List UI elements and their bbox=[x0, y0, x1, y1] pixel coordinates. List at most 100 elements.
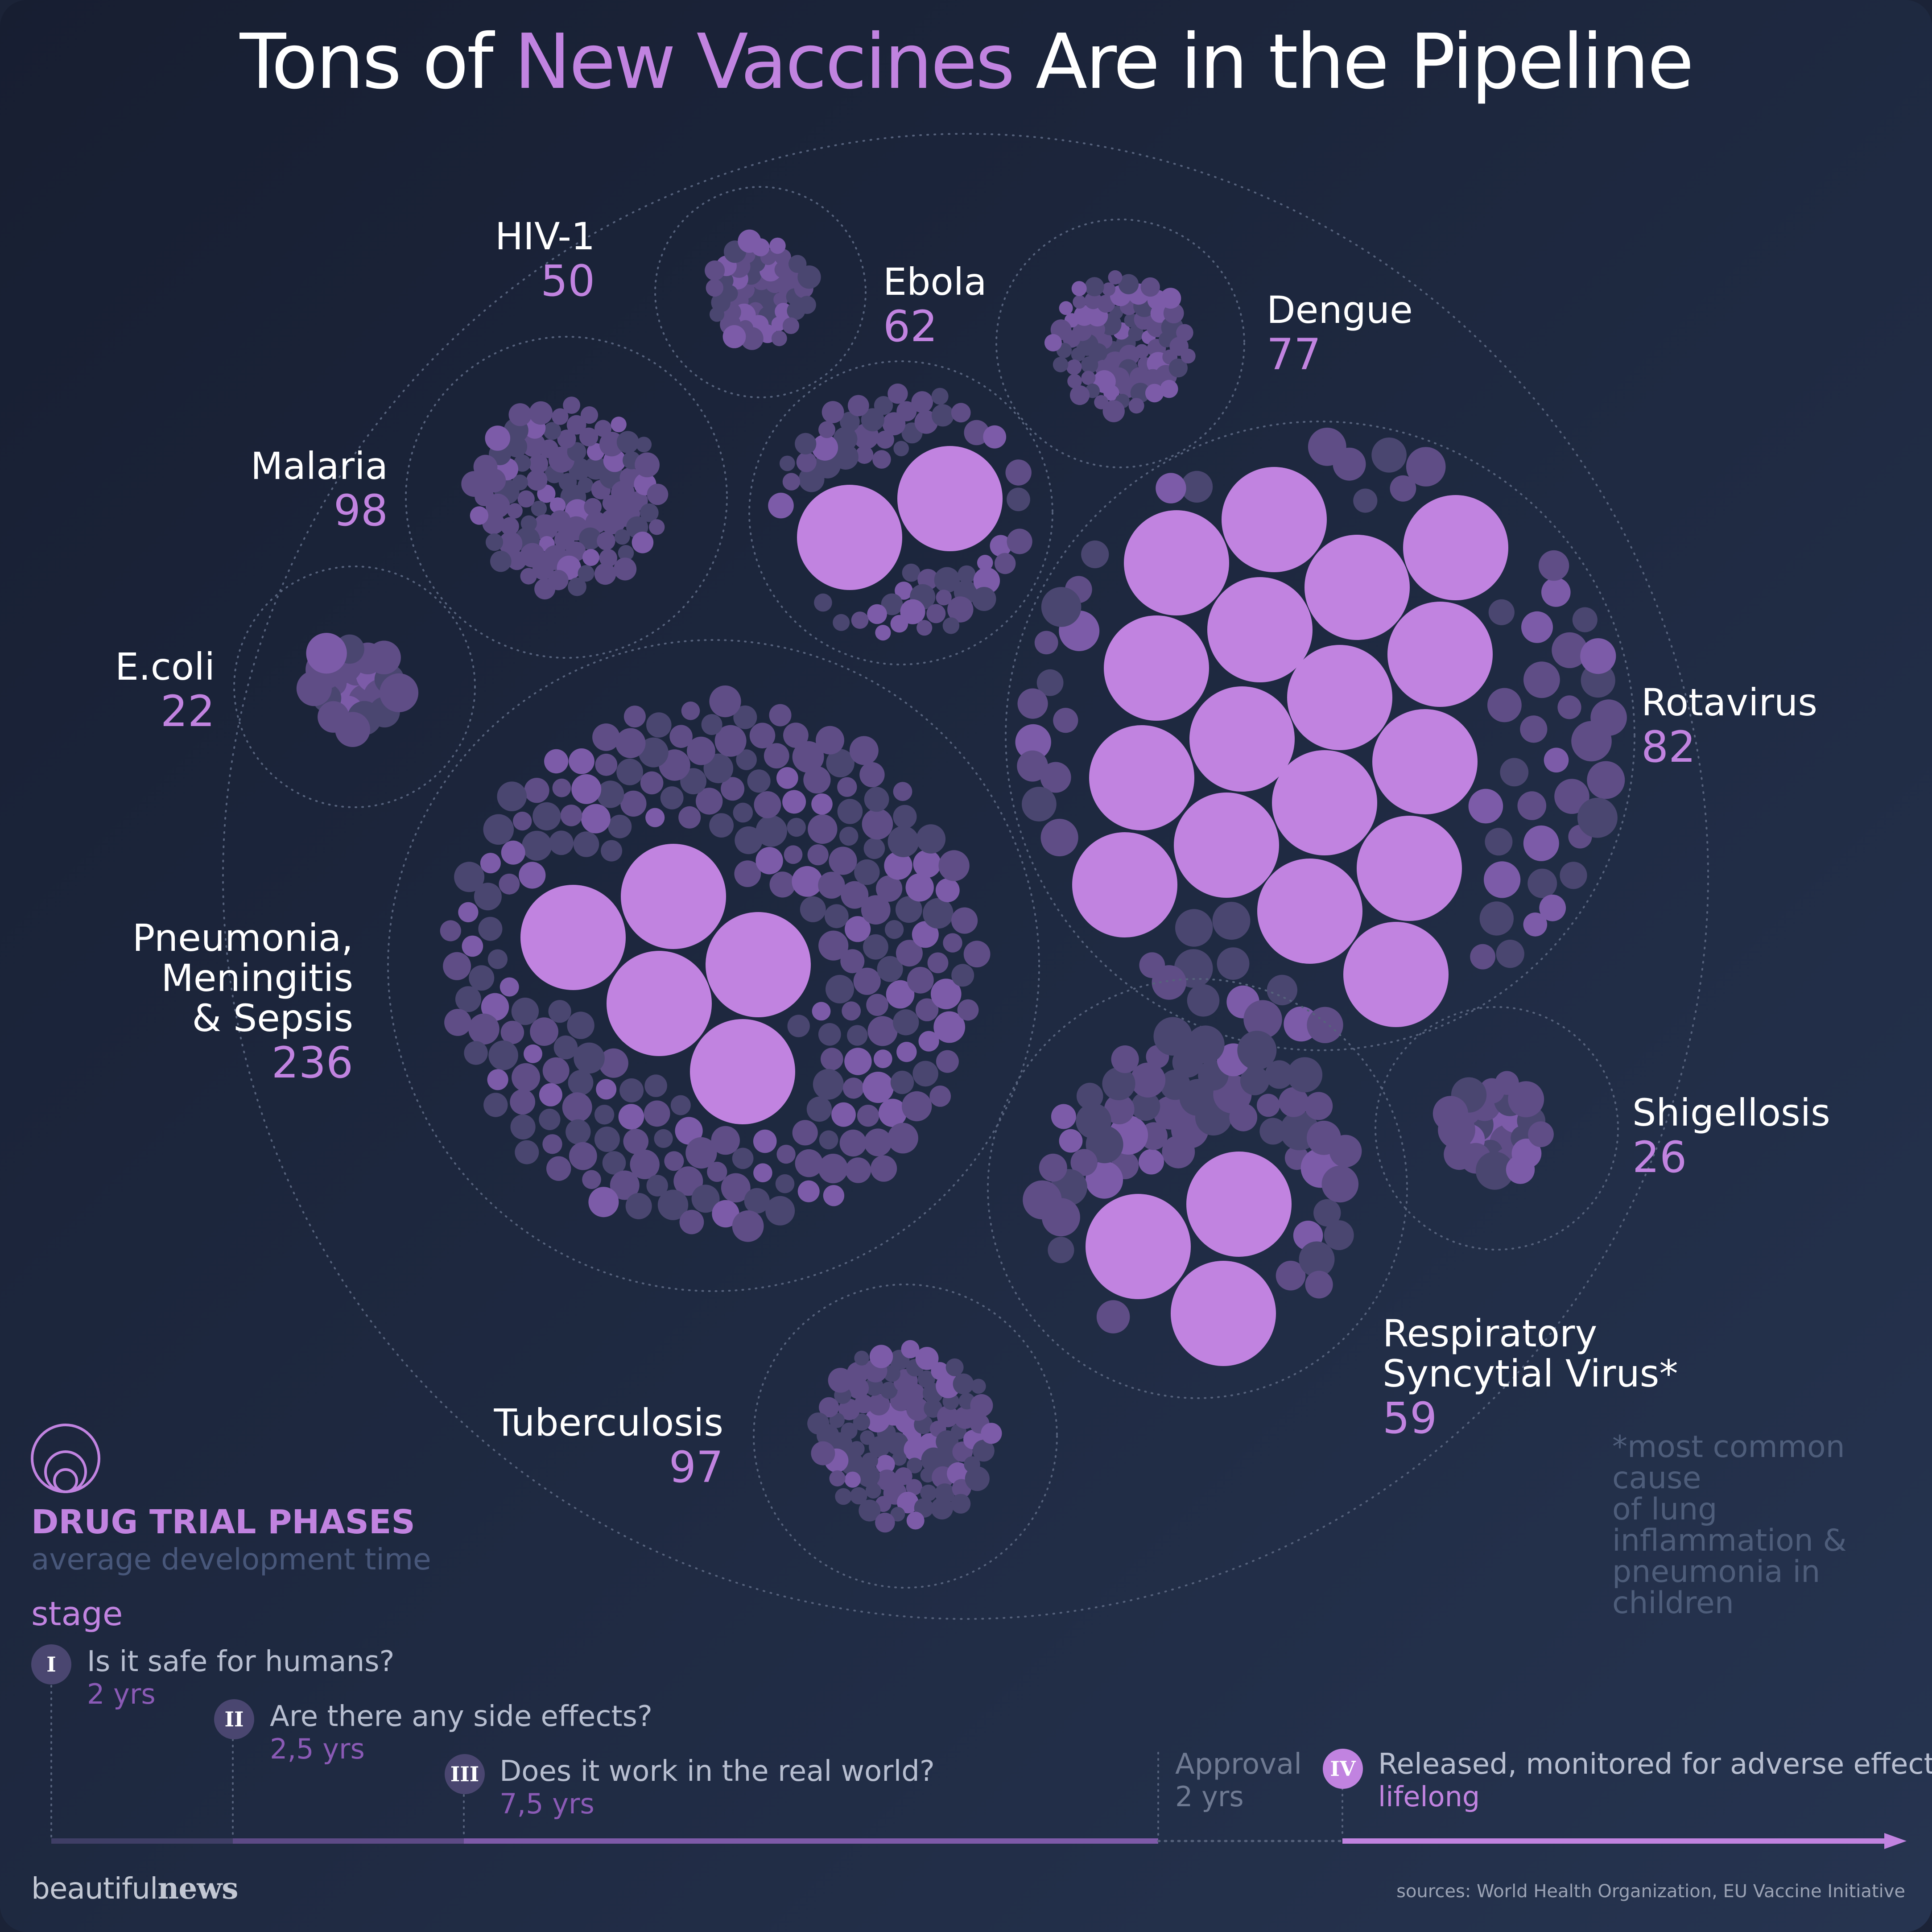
vaccine-dot bbox=[558, 473, 577, 491]
vaccine-dot bbox=[769, 237, 786, 254]
vaccine-dot bbox=[510, 1089, 536, 1115]
vaccine-dot bbox=[1041, 587, 1082, 627]
advanced-vaccine-dot bbox=[1403, 495, 1508, 600]
cluster-boundary bbox=[987, 978, 1408, 1399]
vaccine-dot bbox=[1488, 599, 1515, 625]
vaccine-dot bbox=[854, 1350, 869, 1366]
vaccine-dot bbox=[819, 1130, 838, 1150]
vaccine-dot bbox=[578, 477, 594, 493]
vaccine-dot bbox=[1265, 1060, 1294, 1089]
vaccine-dot bbox=[755, 815, 787, 847]
vaccine-dot bbox=[623, 1129, 649, 1154]
vaccine-dot bbox=[866, 994, 888, 1016]
phase-4: Released, monitored for adverse effects … bbox=[1378, 1748, 1932, 1813]
vaccine-dot bbox=[888, 826, 919, 858]
vaccine-dot bbox=[1108, 270, 1123, 285]
vaccine-dot bbox=[1237, 1031, 1277, 1070]
vaccine-dot bbox=[490, 550, 512, 572]
vaccine-dot bbox=[851, 611, 869, 629]
vaccine-dot bbox=[1156, 473, 1186, 504]
vaccine-dot bbox=[1066, 359, 1082, 375]
vaccine-dot bbox=[813, 1069, 844, 1100]
vaccine-dot bbox=[524, 778, 549, 803]
vaccine-dot bbox=[1432, 1096, 1468, 1131]
vaccine-dot bbox=[845, 916, 871, 942]
vaccine-dot bbox=[1541, 578, 1571, 607]
vaccine-dot bbox=[592, 723, 620, 751]
vaccine-dot bbox=[618, 545, 634, 561]
vaccine-dot bbox=[548, 1000, 571, 1023]
vaccine-dot bbox=[1053, 357, 1069, 372]
vaccine-dot bbox=[811, 1441, 835, 1466]
vaccine-dot bbox=[1153, 1017, 1193, 1056]
vaccine-dot bbox=[973, 1440, 995, 1462]
vaccine-dot bbox=[902, 1091, 932, 1122]
vaccine-dot bbox=[796, 452, 817, 472]
vaccine-dot bbox=[1527, 868, 1557, 898]
vaccine-dot bbox=[829, 846, 857, 875]
vaccine-dot bbox=[875, 625, 891, 641]
vaccine-dot bbox=[893, 805, 917, 829]
vaccine-dot bbox=[826, 974, 854, 1003]
vaccine-dot bbox=[826, 749, 855, 777]
vaccine-dot bbox=[1577, 797, 1618, 838]
vaccine-dot bbox=[918, 1031, 939, 1052]
vaccine-dot bbox=[573, 831, 599, 857]
vaccine-dot bbox=[1073, 295, 1086, 309]
vaccine-dot bbox=[876, 875, 903, 902]
vaccine-dot bbox=[880, 1382, 898, 1399]
vaccine-dot bbox=[1276, 1260, 1306, 1291]
vaccine-dot bbox=[895, 582, 913, 600]
cluster-shigellosis bbox=[1375, 1006, 1619, 1251]
vaccine-dot bbox=[771, 317, 786, 331]
vaccine-dot bbox=[819, 1397, 839, 1418]
vaccine-dot bbox=[983, 425, 1007, 449]
vaccine-dot bbox=[487, 1069, 508, 1090]
vaccine-dot bbox=[1044, 334, 1062, 351]
vaccine-dot bbox=[787, 817, 806, 837]
advanced-vaccine-dot bbox=[797, 485, 902, 590]
vaccine-dot bbox=[1528, 1121, 1554, 1148]
cluster-ebola bbox=[748, 360, 1053, 665]
vaccine-dot bbox=[526, 470, 548, 491]
label-shigellosis: Shigellosis 26 bbox=[1632, 1091, 1830, 1182]
vaccine-dot bbox=[847, 395, 869, 417]
vaccine-dot bbox=[594, 1105, 615, 1125]
vaccine-dot bbox=[595, 753, 618, 776]
vaccine-dot bbox=[917, 1370, 935, 1388]
vaccine-dot bbox=[458, 902, 479, 922]
vaccine-dot bbox=[1081, 540, 1109, 569]
vaccine-dot bbox=[500, 517, 519, 536]
vaccine-dot bbox=[913, 850, 941, 878]
vaccine-dot bbox=[691, 1185, 720, 1213]
vaccine-dot bbox=[935, 878, 960, 903]
vaccine-dot bbox=[1036, 669, 1064, 696]
vaccine-dot bbox=[1140, 277, 1160, 297]
vaccine-dot bbox=[734, 860, 761, 887]
label-hiv-1: HIV-1 50 bbox=[495, 215, 595, 306]
vaccine-dot bbox=[579, 427, 599, 446]
vaccine-dot bbox=[927, 952, 949, 974]
advanced-vaccine-dot bbox=[1089, 725, 1194, 830]
vaccine-dot bbox=[916, 824, 946, 854]
legend-title: DRUG TRIAL PHASES bbox=[31, 1503, 415, 1541]
vaccine-dot bbox=[970, 1394, 993, 1417]
vaccine-dot bbox=[619, 1078, 644, 1102]
vaccine-dot bbox=[771, 330, 787, 347]
vaccine-dot bbox=[862, 1072, 894, 1103]
advanced-vaccine-dot bbox=[621, 844, 726, 949]
vaccine-dot bbox=[818, 871, 845, 899]
vaccine-dot bbox=[893, 1009, 919, 1036]
vaccine-dot bbox=[1243, 1000, 1282, 1039]
vaccine-dot bbox=[897, 1491, 919, 1514]
vaccine-dot bbox=[543, 422, 561, 440]
vaccine-dot bbox=[685, 1137, 717, 1169]
vaccine-dot bbox=[596, 1079, 617, 1100]
advanced-vaccine-dot bbox=[1186, 1152, 1292, 1257]
phase-4-question: Released, monitored for adverse effects bbox=[1378, 1748, 1932, 1781]
vaccine-dot bbox=[931, 978, 962, 1009]
vaccine-dot bbox=[923, 898, 954, 929]
vaccine-dot bbox=[380, 673, 419, 712]
vaccine-dot bbox=[1051, 1104, 1076, 1129]
vaccine-dot bbox=[822, 401, 844, 423]
